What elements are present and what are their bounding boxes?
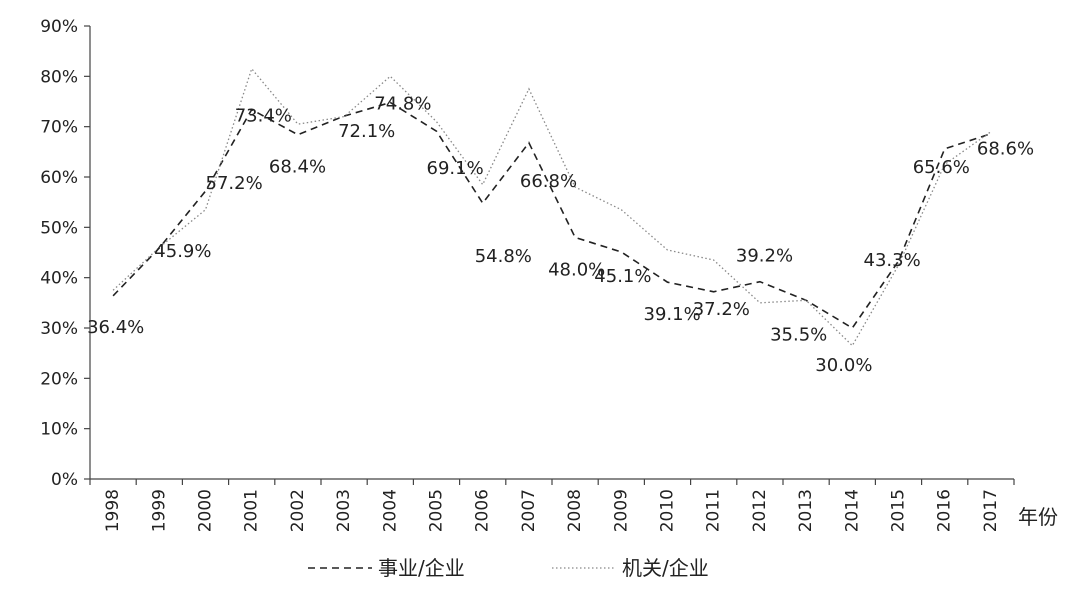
x-tick-label: 2004 bbox=[380, 489, 400, 532]
data-label: 45.9% bbox=[154, 241, 211, 262]
data-label: 66.8% bbox=[520, 171, 577, 192]
legend-item-series-1: 事业/企业 bbox=[308, 556, 465, 580]
x-tick-label: 2007 bbox=[519, 489, 539, 532]
x-tick-label: 2001 bbox=[242, 489, 262, 532]
x-axis-ticks: 1998 1999 2000 2001 2002 2003 2004 2005 2006 2007… bbox=[89, 479, 1015, 532]
x-tick-label: 2011 bbox=[704, 489, 724, 532]
data-label: 43.3% bbox=[864, 250, 921, 271]
y-tick-label: 90% bbox=[40, 17, 78, 37]
x-axis-title: 年份 bbox=[1018, 505, 1058, 529]
data-label: 73.4% bbox=[235, 106, 292, 127]
data-label: 36.4% bbox=[87, 317, 144, 338]
legend: 事业/企业 机关/企业 bbox=[308, 556, 709, 580]
x-tick-label: 2012 bbox=[750, 489, 770, 532]
x-tick-label: 2008 bbox=[565, 489, 585, 532]
x-tick-label: 2015 bbox=[889, 489, 909, 532]
legend-item-series-2: 机关/企业 bbox=[552, 556, 709, 580]
y-tick-label: 30% bbox=[40, 319, 78, 339]
data-label: 39.2% bbox=[736, 246, 793, 267]
series-lines bbox=[112, 67, 992, 347]
x-tick-label: 2017 bbox=[981, 489, 1001, 532]
data-label: 37.2% bbox=[693, 299, 750, 320]
x-tick-label: 2016 bbox=[935, 489, 955, 532]
x-tick-label: 2002 bbox=[288, 489, 308, 532]
x-tick-label: 2010 bbox=[658, 489, 678, 532]
y-tick-label: 40% bbox=[40, 269, 78, 289]
y-tick-label: 20% bbox=[40, 369, 78, 389]
data-label: 45.1% bbox=[594, 266, 651, 287]
x-tick-label: 2005 bbox=[427, 489, 447, 532]
data-label: 35.5% bbox=[770, 324, 827, 345]
y-tick-label: 50% bbox=[40, 218, 78, 238]
data-label: 68.6% bbox=[977, 139, 1034, 160]
x-tick-label: 1999 bbox=[149, 489, 169, 532]
y-tick-label: 0% bbox=[51, 470, 78, 490]
data-labels: 36.4% 45.9% 57.2% 73.4% 68.4% 72.1% 74.8% 69.1%… bbox=[87, 94, 1034, 376]
data-label: 39.1% bbox=[644, 304, 701, 325]
y-axis-ticks: 0% 10% 20% 30% 40% 50% 60% 70% 80% 90% bbox=[40, 17, 90, 490]
data-label: 74.8% bbox=[374, 94, 431, 115]
y-tick-label: 70% bbox=[40, 118, 78, 138]
data-label: 57.2% bbox=[206, 173, 263, 194]
data-label: 30.0% bbox=[815, 355, 872, 376]
legend-label-series-2: 机关/企业 bbox=[622, 556, 709, 580]
y-tick-label: 80% bbox=[40, 67, 78, 87]
data-label: 65.6% bbox=[913, 157, 970, 178]
data-label: 72.1% bbox=[338, 121, 395, 142]
x-tick-label: 2006 bbox=[473, 489, 493, 532]
x-tick-label: 2000 bbox=[196, 489, 216, 532]
data-label: 68.4% bbox=[269, 157, 326, 178]
x-tick-label: 2014 bbox=[842, 489, 862, 532]
x-tick-label: 2013 bbox=[796, 489, 816, 532]
series-line-1 bbox=[112, 101, 992, 330]
data-label: 69.1% bbox=[427, 158, 484, 179]
x-tick-label: 2009 bbox=[611, 489, 631, 532]
axes bbox=[89, 26, 1014, 480]
y-tick-label: 10% bbox=[40, 420, 78, 440]
x-tick-label: 1998 bbox=[103, 489, 123, 532]
x-tick-label: 2003 bbox=[334, 489, 354, 532]
data-label: 48.0% bbox=[548, 259, 605, 280]
y-tick-label: 60% bbox=[40, 168, 78, 188]
data-label: 54.8% bbox=[475, 246, 532, 267]
legend-label-series-1: 事业/企业 bbox=[378, 556, 465, 580]
